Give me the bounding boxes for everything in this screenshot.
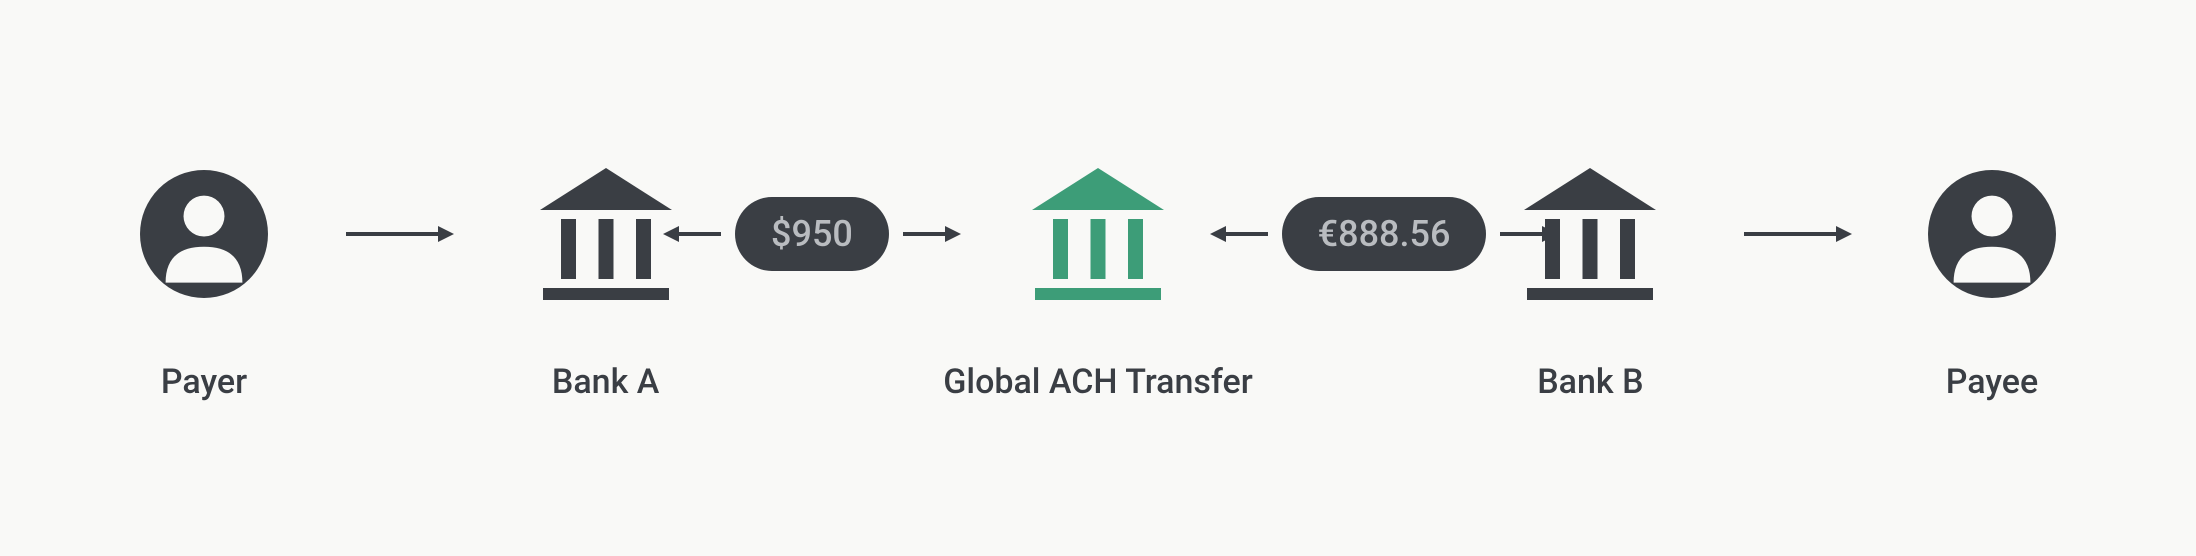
connector-payer-bankA [268,154,531,314]
node-label: Bank B [1537,362,1643,402]
node-label: Bank A [552,362,659,402]
arrow-right-icon [1742,224,1852,244]
node-label: Global ACH Transfer [943,362,1253,402]
node-bankB: Bank B [1515,154,1665,402]
node-label: Payee [1946,362,2038,402]
amount-pill: €888.56 [1282,197,1487,271]
node-global: Global ACH Transfer [943,154,1253,402]
person-icon [140,154,268,314]
arrow-right-icon [344,224,454,244]
arrow-left-icon [663,224,723,244]
node-bankA: Bank A [531,154,681,402]
node-label: Payer [161,362,247,402]
bank-icon-svg [1515,159,1665,309]
bank-icon [531,154,681,314]
bank-icon-svg [1023,159,1173,309]
bank-icon-svg [531,159,681,309]
person-icon-svg [1928,170,2056,298]
bank-icon [1515,154,1665,314]
person-icon [1928,154,2056,314]
amount-pill: $950 [735,197,889,271]
node-payee: Payee [1928,154,2056,402]
connector-bankB-payee [1665,154,1928,314]
ach-flow-diagram: Payer Bank A $950 [0,154,2196,402]
node-payer: Payer [140,154,268,402]
arrow-left-icon [1210,224,1270,244]
person-icon-svg [140,170,268,298]
connector-global-bankB: €888.56 [1253,154,1516,314]
bank-icon [1023,154,1173,314]
connector-bankA-global: $950 [681,154,944,314]
